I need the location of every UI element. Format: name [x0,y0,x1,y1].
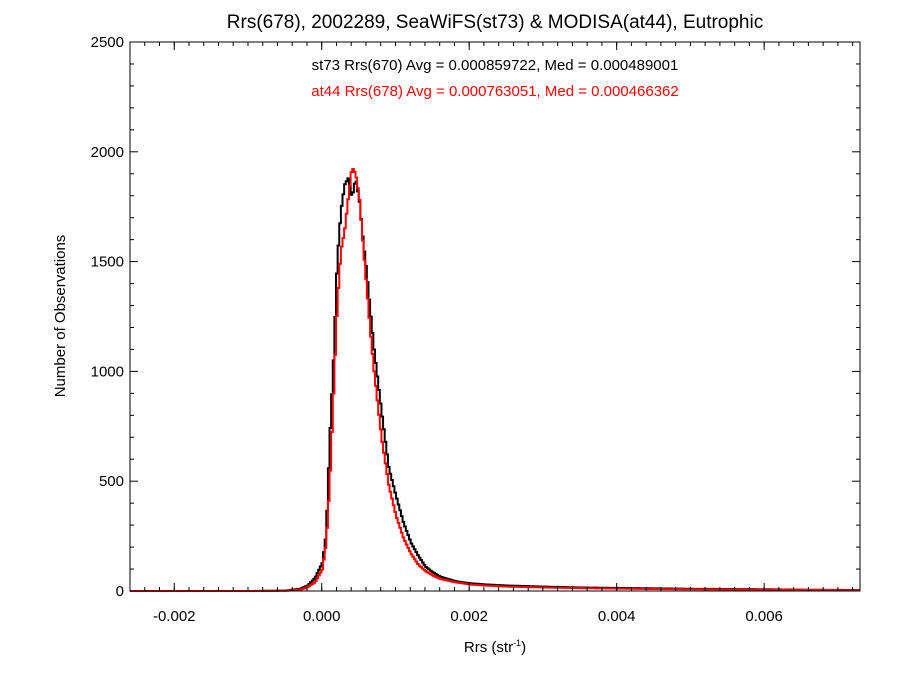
y-tick-label: 500 [99,473,124,490]
y-tick-label: 2000 [91,144,124,161]
x-tick-label: -0.002 [153,608,196,625]
x-tick-label: 0.004 [598,608,636,625]
chart-title: Rrs(678), 2002289, SeaWiFS(st73) & MODIS… [227,12,763,33]
series-line-at44 [130,168,860,592]
x-tick-label: 0.006 [745,608,783,625]
annotation-st73: st73 Rrs(670) Avg = 0.000859722, Med = 0… [312,57,679,74]
series-layer [130,168,860,592]
x-axis-label: Rrs (str-1) [464,638,526,656]
series-line-st73 [130,177,860,592]
y-tick-label: 1000 [91,363,124,380]
x-axis-label-end: ) [521,639,526,656]
y-tick-label: 1500 [91,254,124,271]
x-tick-label: 0.002 [450,608,488,625]
y-tick-label: 0 [116,583,124,600]
y-tick-label: 2500 [91,34,124,51]
x-axis: -0.002 0.000 0.002 0.004 0.006 [144,42,854,625]
plot-frame [129,41,861,592]
y-axis-label: Number of Observations [52,235,69,398]
x-axis-label-sup: -1 [513,638,521,648]
annotation-at44: at44 Rrs(678) Avg = 0.000763051, Med = 0… [311,83,679,100]
x-tick-label: 0.000 [303,608,341,625]
y-axis: 0 500 1000 1500 2000 2500 [91,34,860,600]
x-axis-label-main: Rrs (str [464,639,513,656]
